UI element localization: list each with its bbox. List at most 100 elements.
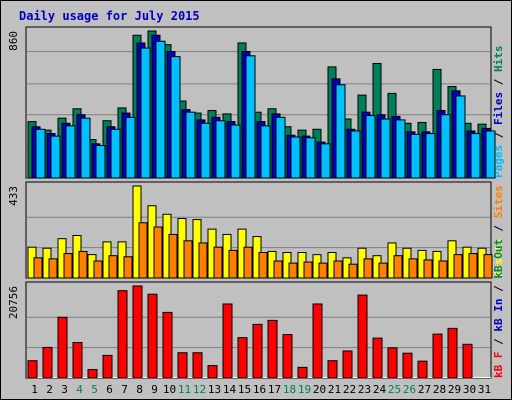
hits-panel-bar-pages bbox=[470, 133, 481, 179]
visits-panel-bar-sites bbox=[138, 222, 148, 279]
x-tick-label: 6 bbox=[106, 383, 113, 396]
hits-panel-legend-entry: Hits bbox=[492, 46, 505, 73]
kbytes-panel-bar-kb-f bbox=[417, 360, 428, 379]
hits-panel-bar-pages bbox=[125, 116, 136, 179]
kbytes-panel-legend: kB F / kB In / kB Out bbox=[492, 239, 505, 378]
kbytes-panel-bar-kb-f bbox=[57, 316, 68, 379]
chart-title: Daily usage for July 2015 bbox=[19, 9, 200, 23]
hits-panel-bar-pages bbox=[395, 119, 406, 179]
x-tick-label: 5 bbox=[91, 383, 98, 396]
visits-panel-bar-sites bbox=[198, 242, 208, 279]
hits-panel-bar-pages bbox=[50, 135, 61, 179]
x-tick-label: 11 bbox=[178, 383, 191, 396]
hits-panel-bar-pages bbox=[425, 133, 436, 179]
hits-panel-bar-pages bbox=[35, 128, 46, 179]
hits-panel-bar-pages bbox=[410, 133, 421, 179]
visits-panel-bar-sites bbox=[243, 246, 253, 279]
visits-panel-bar-sites bbox=[183, 240, 193, 279]
hits-panel-bar-pages bbox=[365, 115, 376, 179]
x-tick-label: 22 bbox=[343, 383, 356, 396]
x-tick-label: 30 bbox=[463, 383, 476, 396]
x-tick-label: 20 bbox=[313, 383, 326, 396]
x-tick-label: 13 bbox=[208, 383, 221, 396]
x-tick-label: 14 bbox=[223, 383, 237, 396]
hits-panel-bar-pages bbox=[380, 118, 391, 179]
hits-panel-bar-pages bbox=[65, 125, 76, 179]
hits-panel-bar-pages bbox=[455, 95, 466, 179]
kbytes-panel-max-label: 20756 bbox=[7, 286, 20, 319]
kbytes-panel-bar-kb-f bbox=[402, 352, 413, 379]
kbytes-panel-bar-kb-f bbox=[192, 352, 203, 379]
x-tick-label: 18 bbox=[283, 383, 296, 396]
visits-panel-bar-sites bbox=[78, 250, 88, 279]
hits-panel-bar-pages bbox=[155, 40, 166, 179]
x-tick-label: 26 bbox=[403, 383, 416, 396]
kbytes-panel-legend-entry: / bbox=[492, 332, 505, 352]
kbytes-panel-legend-entry: kB Out bbox=[492, 239, 505, 279]
kbytes-panel-bar-kb-f bbox=[222, 303, 233, 379]
hits-panel-legend-entry: Files bbox=[492, 92, 505, 125]
hits-panel-bar-pages bbox=[305, 137, 316, 179]
visits-panel-legend-entry: / bbox=[492, 218, 505, 238]
visits-panel-bar-sites bbox=[468, 253, 478, 279]
visits-panel-bar-sites bbox=[453, 254, 463, 279]
hits-panel-bar-pages bbox=[140, 47, 151, 179]
x-tick-label: 27 bbox=[418, 383, 431, 396]
hits-panel-bar-pages bbox=[170, 56, 181, 179]
x-tick-label: 10 bbox=[163, 383, 176, 396]
x-tick-label: 7 bbox=[121, 383, 128, 396]
kbytes-panel-bar-kb-f bbox=[267, 319, 278, 379]
kbytes-panel-bar-kb-f bbox=[27, 360, 38, 379]
visits-panel-bar-sites bbox=[408, 258, 418, 279]
visits-panel-bar-sites bbox=[153, 226, 163, 279]
hits-panel-bar-pages bbox=[290, 136, 301, 179]
kbytes-panel-bar-kb-f bbox=[207, 365, 218, 379]
kbytes-panel-bar-kb-f bbox=[102, 354, 113, 379]
x-tick-label: 15 bbox=[238, 383, 251, 396]
kbytes-panel-legend-entry: / bbox=[492, 279, 505, 299]
visits-panel-bar-sites bbox=[63, 253, 73, 279]
x-tick-label: 8 bbox=[136, 383, 143, 396]
kbytes-panel-bar-kb-f bbox=[297, 366, 308, 379]
visits-panel-bar-sites bbox=[93, 260, 103, 279]
hits-panel-bar-pages bbox=[275, 116, 286, 179]
kbytes-panel-bar-kb-f bbox=[42, 346, 53, 379]
kbytes-panel-bar-kb-f bbox=[72, 342, 83, 379]
kbytes-panel-bar-kb-f bbox=[312, 303, 323, 379]
visits-panel-bar-sites bbox=[303, 261, 313, 279]
x-tick-label: 25 bbox=[388, 383, 401, 396]
kbytes-panel-bar-kb-f bbox=[162, 311, 173, 379]
hits-panel-bar-pages bbox=[110, 128, 121, 179]
hits-panel-bar-pages bbox=[335, 84, 346, 179]
x-tick-label: 23 bbox=[358, 383, 371, 396]
visits-panel-bar-sites bbox=[258, 252, 268, 279]
kbytes-panel-bar-kb-f bbox=[177, 352, 188, 379]
kbytes-panel-bar-kb-f bbox=[87, 369, 98, 379]
kbytes-panel-bar-kb-f bbox=[372, 337, 383, 379]
kbytes-panel-bar-kb-f bbox=[132, 285, 143, 379]
x-tick-label: 29 bbox=[448, 383, 461, 396]
visits-panel-bar-sites bbox=[423, 259, 433, 279]
x-tick-label: 17 bbox=[268, 383, 281, 396]
kbytes-panel-bar-kb-f bbox=[117, 290, 128, 379]
visits-panel-legend-entry: Visits bbox=[492, 238, 505, 278]
hits-panel-bar-pages bbox=[230, 124, 241, 179]
kbytes-panel-bar-kb-f bbox=[252, 323, 263, 379]
visits-panel-bar-sites bbox=[483, 254, 493, 279]
x-tick-label: 2 bbox=[46, 383, 53, 396]
hits-panel-bar-pages bbox=[350, 130, 361, 179]
x-tick-label: 28 bbox=[433, 383, 446, 396]
visits-panel-bar-sites bbox=[333, 260, 343, 279]
hits-panel-bar-pages bbox=[440, 114, 451, 179]
hits-panel-max-label: 860 bbox=[7, 31, 20, 51]
x-tick-label: 24 bbox=[373, 383, 387, 396]
x-tick-label: 4 bbox=[76, 383, 83, 396]
kbytes-panel-legend-entry: kB F bbox=[492, 352, 505, 379]
hits-panel-bar-pages bbox=[80, 117, 91, 179]
visits-panel-bar-sites bbox=[378, 262, 388, 279]
kbytes-panel-bar-kb-f bbox=[147, 293, 158, 379]
visits-panel-legend: Visits / Sites bbox=[492, 185, 505, 278]
x-tick-label: 1 bbox=[31, 383, 38, 396]
